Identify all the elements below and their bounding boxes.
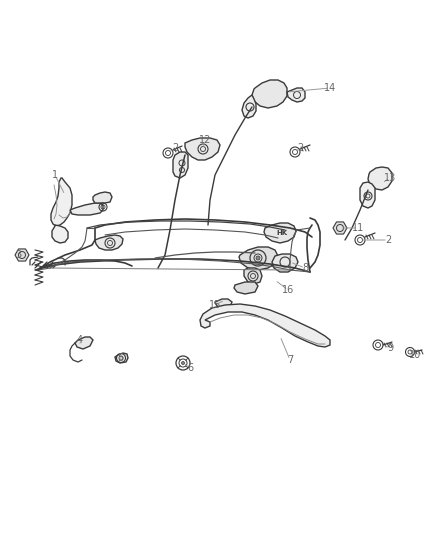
Polygon shape	[52, 225, 68, 243]
Text: 10: 10	[409, 350, 421, 360]
Text: 12: 12	[199, 135, 211, 145]
Text: 13: 13	[384, 173, 396, 183]
Polygon shape	[333, 222, 347, 234]
Circle shape	[256, 256, 260, 260]
Polygon shape	[242, 95, 256, 118]
Polygon shape	[239, 247, 278, 270]
Polygon shape	[272, 254, 298, 272]
Text: HK: HK	[276, 230, 288, 236]
Polygon shape	[95, 235, 123, 250]
Polygon shape	[75, 337, 93, 349]
Text: 6: 6	[187, 363, 193, 373]
Polygon shape	[215, 299, 232, 309]
Text: 11: 11	[352, 223, 364, 233]
Text: 2: 2	[172, 143, 178, 153]
Text: 5: 5	[117, 353, 123, 363]
Text: 3: 3	[15, 250, 21, 260]
Text: 1: 1	[52, 170, 58, 180]
Text: 7: 7	[287, 355, 293, 365]
Polygon shape	[244, 268, 262, 284]
Polygon shape	[360, 182, 375, 208]
Polygon shape	[287, 88, 305, 102]
Polygon shape	[173, 152, 188, 178]
Text: 9: 9	[387, 343, 393, 353]
Polygon shape	[264, 223, 296, 243]
Text: 2: 2	[385, 235, 391, 245]
Polygon shape	[15, 249, 29, 261]
Polygon shape	[70, 203, 103, 215]
Polygon shape	[93, 192, 112, 203]
Polygon shape	[368, 167, 392, 190]
Polygon shape	[115, 353, 128, 363]
Polygon shape	[200, 304, 330, 347]
Circle shape	[181, 361, 184, 365]
Text: 15: 15	[209, 300, 221, 310]
Text: 4: 4	[77, 335, 83, 345]
Polygon shape	[234, 282, 258, 294]
Polygon shape	[185, 138, 220, 160]
Polygon shape	[51, 178, 72, 226]
Text: 8: 8	[302, 263, 308, 273]
Text: 16: 16	[282, 285, 294, 295]
Text: 14: 14	[324, 83, 336, 93]
Text: 2: 2	[297, 143, 303, 153]
Polygon shape	[252, 80, 287, 108]
